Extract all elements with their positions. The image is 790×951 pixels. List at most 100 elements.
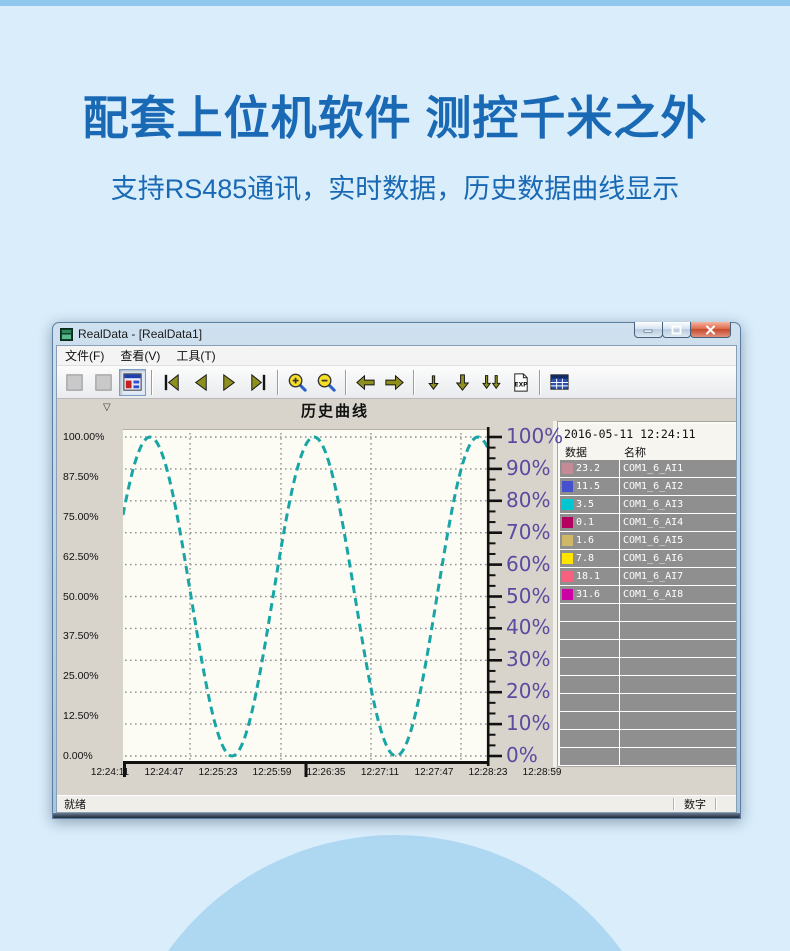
btn-data-grid[interactable] xyxy=(546,369,573,396)
arrow-down-double-icon xyxy=(482,374,501,389)
legend-empty-row[interactable] xyxy=(560,604,736,622)
statusbar: 就绪 数字 xyxy=(57,795,736,812)
btn-blank-2[interactable] xyxy=(90,369,117,396)
legend-row[interactable]: 11.5 COM1_6_AI2 xyxy=(560,478,736,496)
arrow-down-icon xyxy=(455,373,470,391)
legend-empty-row[interactable] xyxy=(560,640,736,658)
legend-empty-row[interactable] xyxy=(560,622,736,640)
btn-last[interactable] xyxy=(245,369,272,396)
right-axis-tick-label: 80% xyxy=(506,487,551,512)
btn-report-view[interactable] xyxy=(119,368,146,396)
x-axis-tick-label: 12:25:23 xyxy=(198,767,238,778)
left-axis-tick-label: 75.00% xyxy=(63,510,99,523)
btn-export[interactable]: EXP xyxy=(507,369,534,396)
legend-empty-row[interactable] xyxy=(560,658,736,676)
menu-file[interactable]: 文件(F) xyxy=(65,349,105,363)
x-axis-tick-label: 12:26:35 xyxy=(306,767,346,778)
export-icon: EXP xyxy=(514,372,528,392)
legend-empty-row[interactable] xyxy=(560,676,736,694)
legend-row[interactable]: 31.6 COM1_6_AI8 xyxy=(560,586,736,604)
btn-first[interactable] xyxy=(158,369,185,396)
x-axis-tick-label: 12:28:23 xyxy=(468,767,508,778)
legend-cell-name: COM1_6_AI4 xyxy=(620,514,736,531)
legend-timestamp: 2016-05-11 12:24:11 xyxy=(564,426,696,441)
plot-svg[interactable] xyxy=(121,429,489,779)
legend-cell-name xyxy=(620,748,736,765)
legend-panel: 2016-05-11 12:24:11 数据 名称 23.2 COM1_6_AI1… xyxy=(553,421,736,767)
legend-row[interactable]: 1.6 COM1_6_AI5 xyxy=(560,532,736,550)
window-titlebar[interactable]: RealData - [RealData1] xyxy=(56,322,737,345)
close-button[interactable] xyxy=(690,322,731,338)
legend-cell-value xyxy=(560,712,620,729)
square-icon xyxy=(66,373,83,391)
report-icon xyxy=(123,372,142,391)
btn-blank-1[interactable] xyxy=(61,369,88,396)
legend-value: 7.8 xyxy=(576,553,595,564)
legend-cell-value xyxy=(560,658,620,675)
btn-down-double[interactable] xyxy=(478,369,505,396)
legend-name: COM1_6_AI7 xyxy=(623,571,684,582)
window-bottom-frame xyxy=(53,813,740,818)
legend-row[interactable]: 23.2 COM1_6_AI1 xyxy=(560,460,736,478)
zoom-out-icon xyxy=(317,373,336,392)
right-axis-tick-label: 20% xyxy=(506,679,551,704)
cursor-marker-icon[interactable]: ▽ xyxy=(103,402,111,413)
legend-name: COM1_6_AI3 xyxy=(623,499,684,510)
series-color-swatch xyxy=(562,481,573,492)
legend-col-name: 名称 xyxy=(624,446,646,459)
legend-empty-row[interactable] xyxy=(560,748,736,766)
btn-zoom-out[interactable] xyxy=(313,369,340,396)
minimize-icon xyxy=(643,329,653,333)
left-axis-tick-label: 50.00% xyxy=(63,590,99,603)
legend-name: COM1_6_AI5 xyxy=(623,535,684,546)
legend-cell-value: 23.2 xyxy=(560,460,620,477)
legend-cell-value xyxy=(560,640,620,657)
legend-cell-name: COM1_6_AI5 xyxy=(620,532,736,549)
legend-header-row: 数据 名称 xyxy=(560,443,736,460)
legend-empty-row[interactable] xyxy=(560,730,736,748)
series-color-swatch xyxy=(562,517,573,528)
legend-cell-name xyxy=(620,712,736,729)
legend-rows: 23.2 COM1_6_AI1 11.5 COM1_6_AI2 3.5 COM1_6_AI… xyxy=(560,460,736,766)
status-separator xyxy=(673,798,675,810)
series-color-swatch xyxy=(562,571,573,582)
legend-cell-name xyxy=(620,640,736,657)
x-axis-tick-label: 12:28:59 xyxy=(522,767,562,778)
menu-tools[interactable]: 工具(T) xyxy=(176,349,216,363)
status-ready-text: 就绪 xyxy=(64,799,86,811)
x-axis-tick-label: 12:24:47 xyxy=(144,767,184,778)
legend-value: 18.1 xyxy=(576,571,601,582)
right-axis-tick-label: 50% xyxy=(506,583,551,608)
arrow-left-icon xyxy=(356,374,375,390)
btn-pan-left[interactable] xyxy=(352,369,379,396)
legend-empty-row[interactable] xyxy=(560,694,736,712)
status-mode-text: 数字 xyxy=(684,799,706,811)
legend-empty-row[interactable] xyxy=(560,712,736,730)
btn-next[interactable] xyxy=(216,369,243,396)
btn-zoom-in[interactable] xyxy=(284,369,311,396)
nav-first-icon xyxy=(164,373,179,391)
legend-value: 31.6 xyxy=(576,589,601,600)
right-axis-tick-label: 10% xyxy=(506,711,551,736)
nav-next-icon xyxy=(223,373,236,391)
maximize-button[interactable] xyxy=(662,322,691,338)
btn-down[interactable] xyxy=(449,369,476,396)
legend-row[interactable]: 3.5 COM1_6_AI3 xyxy=(560,496,736,514)
legend-row[interactable]: 18.1 COM1_6_AI7 xyxy=(560,568,736,586)
plot[interactable] xyxy=(121,429,489,784)
legend-row[interactable]: 7.8 COM1_6_AI6 xyxy=(560,550,736,568)
legend-row[interactable]: 0.1 COM1_6_AI4 xyxy=(560,514,736,532)
menu-view[interactable]: 查看(V) xyxy=(120,349,161,363)
legend-cell-name xyxy=(620,658,736,675)
chart-title: 历史曲线 xyxy=(300,403,369,420)
toolbar-separator xyxy=(539,369,541,395)
hero-subheadline: 支持RS485通讯，实时数据，历史数据曲线显示 xyxy=(110,174,680,204)
minimize-button[interactable] xyxy=(634,322,663,338)
toolbar-separator xyxy=(345,369,347,395)
legend-cell-value xyxy=(560,748,620,765)
btn-prev[interactable] xyxy=(187,369,214,396)
left-axis-tick-label: 25.00% xyxy=(63,670,99,683)
nav-prev-icon xyxy=(194,373,207,391)
btn-down-thin[interactable] xyxy=(420,369,447,396)
btn-pan-right[interactable] xyxy=(381,369,408,396)
